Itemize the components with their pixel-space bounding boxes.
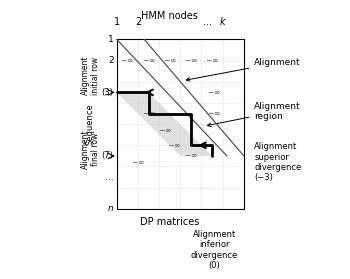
Text: Alignment
inferior
divergence
(0): Alignment inferior divergence (0) [190, 230, 238, 270]
Text: $-\infty$: $-\infty$ [131, 158, 145, 167]
Text: DP matrices: DP matrices [140, 217, 199, 227]
Text: ...: ... [105, 173, 114, 182]
Polygon shape [117, 92, 212, 156]
Text: ...: ... [203, 17, 212, 27]
Text: 1: 1 [114, 17, 120, 27]
Text: $-\infty$: $-\infty$ [207, 109, 221, 118]
Text: Alignment
initial row: Alignment initial row [80, 56, 100, 95]
Text: n: n [108, 204, 114, 213]
Text: 2: 2 [135, 17, 141, 27]
Text: $-\infty$: $-\infty$ [159, 126, 173, 135]
Text: (3): (3) [102, 88, 113, 97]
Text: HMM nodes: HMM nodes [141, 11, 198, 21]
Text: $-\infty$: $-\infty$ [116, 88, 130, 97]
Text: Alignment
region: Alignment region [207, 102, 301, 127]
Text: Alignment
final row: Alignment final row [80, 130, 100, 169]
Text: $-\infty$: $-\infty$ [141, 56, 155, 65]
Text: $-\infty$: $-\infty$ [141, 109, 155, 118]
Text: Alignment
superior
divergence
(−3): Alignment superior divergence (−3) [254, 142, 302, 182]
Text: k: k [220, 17, 225, 27]
Text: $-\infty$: $-\infty$ [163, 56, 177, 65]
Text: $-\infty$: $-\infty$ [167, 141, 181, 150]
Text: $-\infty$: $-\infty$ [207, 88, 221, 97]
Text: $-\infty$: $-\infty$ [205, 56, 219, 65]
Text: (7): (7) [102, 151, 113, 160]
Text: $-\infty$: $-\infty$ [184, 151, 198, 160]
Text: $-\infty$: $-\infty$ [184, 56, 198, 65]
Text: Sequence: Sequence [86, 103, 95, 145]
Text: 1: 1 [108, 35, 114, 44]
Text: $-\infty$: $-\infty$ [120, 56, 134, 65]
Text: 2: 2 [108, 56, 114, 65]
Text: Alignment: Alignment [186, 58, 301, 81]
